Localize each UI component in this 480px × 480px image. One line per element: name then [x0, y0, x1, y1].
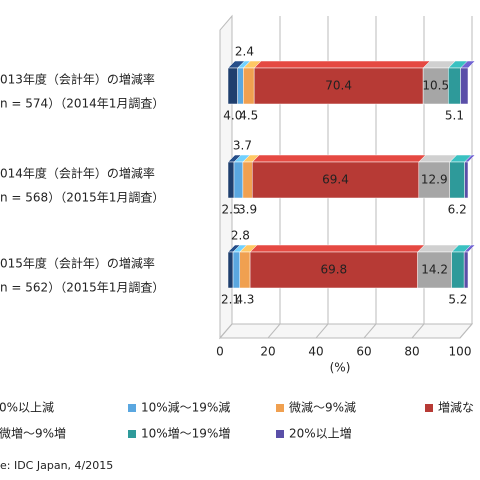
category-label: 013年度（会計年）の増減率	[0, 72, 155, 87]
bar	[417, 251, 452, 289]
data-label: 4.0	[223, 109, 242, 123]
bar	[464, 161, 469, 199]
source: e: IDC Japan, 4/2015	[0, 459, 113, 472]
data-label: 2.5	[221, 203, 240, 217]
data-label: 3.9	[238, 203, 257, 217]
bar	[418, 161, 451, 199]
floor	[218, 323, 474, 339]
data-label: 4.5	[239, 109, 258, 123]
x-tick-label: 80	[404, 345, 419, 359]
bar	[253, 67, 424, 105]
data-label: 14.2	[421, 263, 448, 277]
data-label: 2.1	[221, 293, 240, 307]
grid-line-floor	[411, 323, 425, 339]
category-label: n = 568）（2015年1月調査）	[0, 191, 164, 205]
legend-swatch	[276, 430, 284, 438]
data-label: 4.3	[235, 293, 254, 307]
bar	[233, 161, 244, 199]
data-label: 2.8	[231, 229, 250, 243]
grid-line-floor	[267, 323, 281, 339]
grid-line-floor	[363, 323, 377, 339]
bar	[243, 67, 255, 105]
bar-top	[251, 154, 427, 163]
grid-line-floor	[315, 323, 329, 339]
legend-label: 微増～9%増	[0, 427, 66, 441]
legend-label: 0%以上減	[0, 400, 54, 415]
category-label: 015年度（会計年）の増減率	[0, 256, 155, 271]
data-label: 6.2	[448, 203, 467, 217]
x-tick-label: 60	[356, 345, 371, 359]
bar	[237, 67, 244, 105]
data-label: 5.1	[445, 109, 464, 123]
x-tick-label: 100	[449, 345, 472, 359]
x-tick-label: 20	[260, 345, 275, 359]
legend-label: 10%減～19%減	[141, 400, 230, 415]
bar-top	[249, 244, 426, 253]
bar	[449, 161, 465, 199]
data-label: 3.7	[233, 139, 252, 153]
data-label: 70.4	[325, 79, 352, 93]
data-label: 10.5	[422, 79, 449, 93]
x-axis-label: (%)	[330, 361, 351, 375]
legend-swatch	[128, 430, 136, 438]
x-tick-label: 40	[308, 345, 323, 359]
x-tick-label: 0	[216, 345, 224, 359]
data-label: 69.8	[320, 263, 347, 277]
bar	[227, 67, 238, 105]
data-label: 2.4	[235, 45, 254, 59]
legend-swatch	[128, 404, 136, 412]
bar	[242, 161, 253, 199]
grid-line-floor	[219, 323, 233, 339]
bar	[422, 67, 449, 105]
category-label: 014年度（会計年）の増減率	[0, 166, 155, 181]
bar	[451, 251, 465, 289]
bar	[227, 251, 234, 289]
bar	[232, 251, 241, 289]
data-label: 69.4	[322, 173, 349, 187]
bar	[448, 67, 461, 105]
bar	[251, 161, 420, 199]
legend-swatch	[425, 404, 433, 412]
bar	[227, 161, 235, 199]
legend-label: 10%増～19%増	[141, 427, 230, 441]
legend-label: 増減な	[438, 400, 474, 415]
bar	[239, 251, 251, 289]
category-label: n = 562）（2015年1月調査）	[0, 281, 164, 295]
legend-label: 20%以上増	[289, 427, 352, 441]
data-label: 12.9	[421, 173, 448, 187]
bar	[460, 67, 469, 105]
bar	[249, 251, 418, 289]
legend-swatch	[276, 404, 284, 412]
grid-line-floor	[459, 323, 473, 339]
data-label: 5.2	[448, 293, 467, 307]
legend-label: 微減～9%減	[289, 400, 356, 415]
bar-top	[253, 60, 431, 69]
category-label: n = 574）（2014年1月調査）	[0, 97, 164, 111]
bar	[463, 251, 469, 289]
